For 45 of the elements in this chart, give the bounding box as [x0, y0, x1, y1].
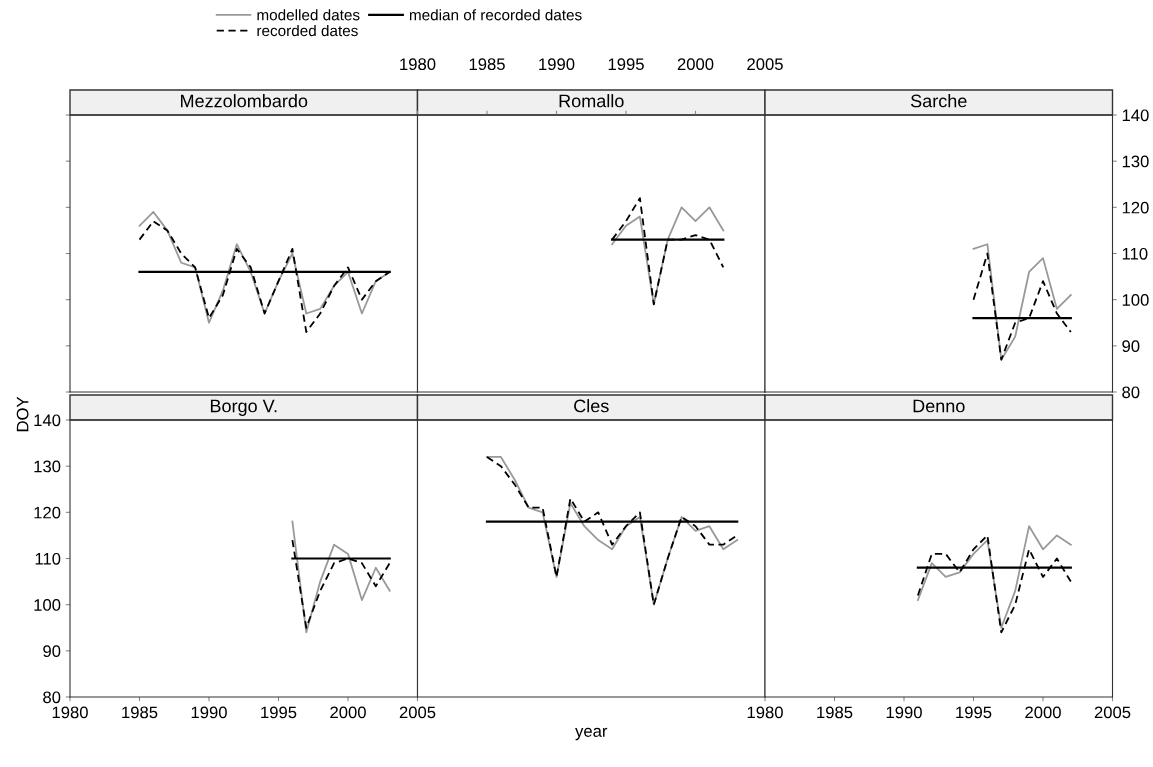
chart-title: Denno [913, 399, 965, 413]
x-tick-label: 2000 [330, 706, 366, 719]
x-axis-title: year [575, 727, 608, 741]
x-tick-label: 1985 [817, 706, 853, 719]
chart-title: Borgo V. [210, 399, 277, 416]
y-tick-label: 120 [34, 506, 61, 519]
x-tick-label: 1995 [261, 706, 297, 719]
legend-label: modelled dates [257, 9, 360, 21]
y-tick-label: 130 [34, 460, 61, 473]
chart-title: Romallo [559, 94, 624, 108]
y-tick-label: 100 [34, 599, 61, 611]
y2-tick-label: 100 [1122, 294, 1149, 306]
y-axis-title: DOY [16, 396, 29, 432]
x2-tick-label: 1980 [400, 58, 436, 71]
y2-tick-label: 120 [1122, 201, 1149, 214]
x2-tick-label: 2005 [747, 58, 783, 71]
y-tick-label: 110 [35, 552, 61, 565]
x-tick-label: 1985 [122, 706, 158, 719]
x-tick-label: 2005 [1094, 706, 1131, 719]
y-tick-label: 90 [43, 645, 61, 658]
x2-tick-label: 1985 [469, 58, 505, 71]
x2-tick-label: 2000 [677, 58, 714, 71]
x-tick-label: 2000 [1025, 706, 1061, 719]
line-series [291, 539, 391, 629]
x2-tick-label: 1990 [539, 58, 575, 71]
y2-tick-label: 140 [1122, 109, 1149, 122]
x-tick-label: 1980 [52, 706, 88, 719]
y-tick-label: 80 [43, 691, 61, 704]
x-tick-label: 1990 [886, 706, 922, 719]
y2-tick-label: 110 [1122, 247, 1148, 260]
y-tick-label: 140 [34, 414, 61, 427]
y2-tick-label: 90 [1122, 340, 1140, 353]
chart-title: Sarche [910, 94, 967, 108]
chart-title: Cles [574, 399, 609, 413]
line-series [291, 520, 391, 634]
x-tick-label: 1980 [747, 706, 783, 719]
y2-tick-label: 80 [1122, 386, 1140, 399]
legend-label: median of recorded dates [409, 9, 582, 21]
legend-label: recorded dates [257, 24, 358, 37]
x-tick-label: 1990 [191, 706, 227, 719]
x2-tick-label: 1995 [608, 58, 644, 71]
chart-title: Mezzolombardo [181, 94, 308, 108]
x-tick-label: 1995 [956, 706, 992, 719]
x-tick-label: 2005 [399, 706, 436, 719]
y2-tick-label: 130 [1122, 155, 1149, 168]
